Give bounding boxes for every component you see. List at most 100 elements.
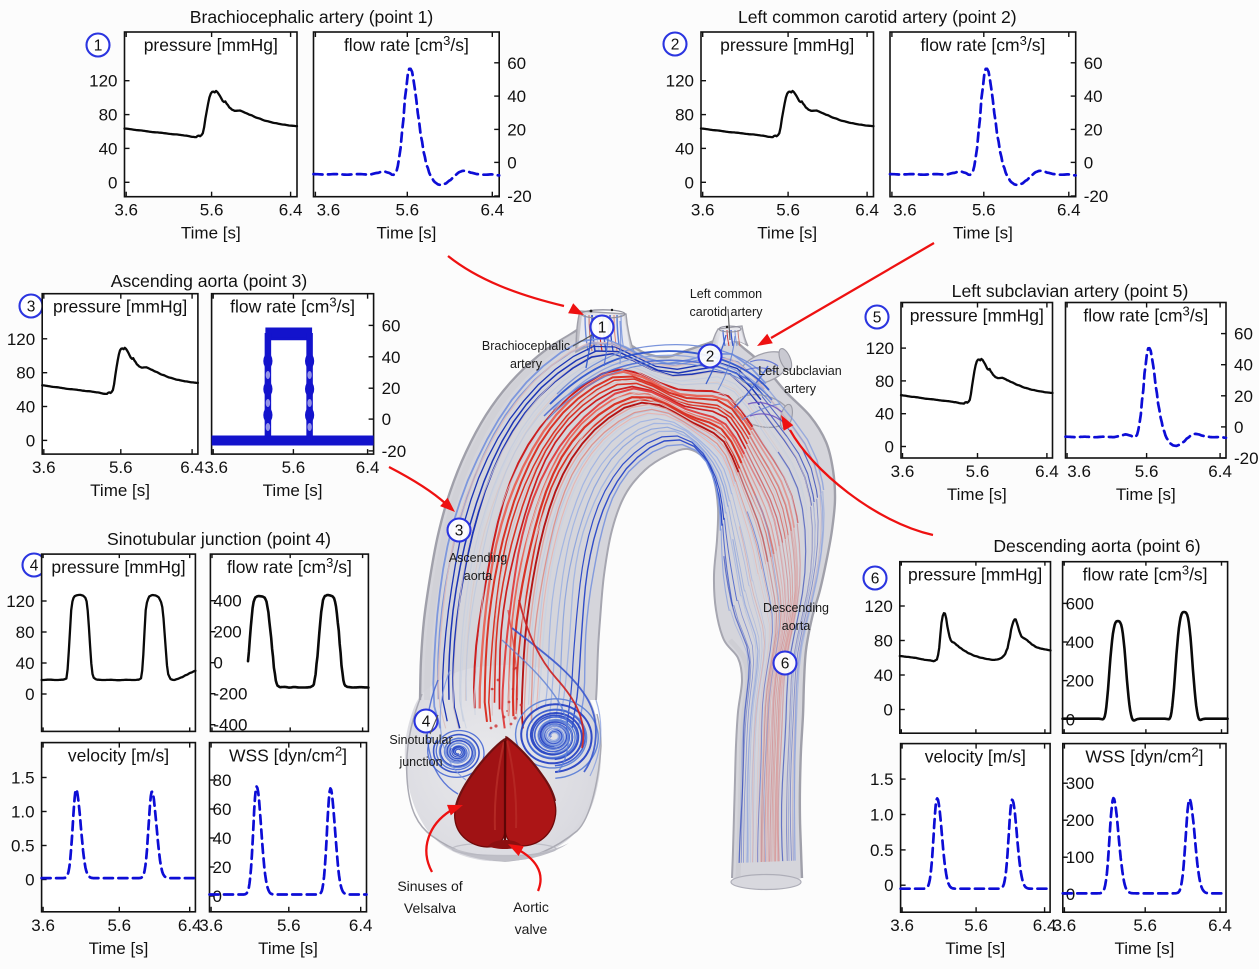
svg-text:Sinotubular: Sinotubular bbox=[389, 733, 452, 747]
svg-text:0: 0 bbox=[213, 887, 222, 906]
svg-text:60: 60 bbox=[1234, 325, 1253, 344]
svg-text:40: 40 bbox=[99, 139, 118, 158]
svg-text:0: 0 bbox=[1234, 418, 1243, 437]
svg-text:0.5: 0.5 bbox=[870, 841, 894, 860]
svg-text:3.6: 3.6 bbox=[317, 201, 341, 220]
svg-text:Velsalva: Velsalva bbox=[404, 900, 456, 916]
svg-text:0: 0 bbox=[685, 173, 694, 192]
svg-text:Brachiocephalic: Brachiocephalic bbox=[482, 339, 570, 353]
svg-text:40: 40 bbox=[1234, 356, 1253, 375]
svg-text:Time [s]: Time [s] bbox=[376, 224, 436, 243]
svg-text:0: 0 bbox=[507, 153, 516, 172]
svg-text:6.4: 6.4 bbox=[1035, 462, 1059, 481]
svg-text:pressure [mmHg]: pressure [mmHg] bbox=[720, 35, 854, 55]
svg-text:40: 40 bbox=[507, 87, 526, 106]
svg-text:1.5: 1.5 bbox=[11, 769, 35, 788]
svg-text:3.6: 3.6 bbox=[893, 201, 917, 220]
svg-text:Ascending: Ascending bbox=[449, 551, 507, 565]
svg-text:1.5: 1.5 bbox=[870, 770, 894, 789]
svg-text:1: 1 bbox=[598, 320, 607, 337]
svg-text:Sinuses of: Sinuses of bbox=[397, 878, 462, 894]
svg-text:20: 20 bbox=[382, 379, 401, 398]
svg-text:2: 2 bbox=[671, 37, 680, 54]
svg-text:junction: junction bbox=[398, 755, 442, 769]
svg-text:2: 2 bbox=[706, 349, 715, 366]
svg-text:6: 6 bbox=[781, 656, 790, 673]
svg-text:-200: -200 bbox=[213, 685, 247, 704]
svg-text:0: 0 bbox=[25, 871, 34, 890]
svg-text:Time [s]: Time [s] bbox=[263, 481, 323, 500]
svg-text:Time [s]: Time [s] bbox=[1114, 939, 1174, 958]
svg-text:5.6: 5.6 bbox=[776, 201, 800, 220]
svg-text:pressure [mmHg]: pressure [mmHg] bbox=[910, 306, 1044, 326]
svg-text:6.4: 6.4 bbox=[1057, 201, 1081, 220]
svg-text:1.0: 1.0 bbox=[11, 803, 35, 822]
svg-text:20: 20 bbox=[507, 120, 526, 139]
svg-text:3: 3 bbox=[455, 523, 464, 540]
svg-text:Time [s]: Time [s] bbox=[945, 939, 1005, 958]
svg-text:6.4: 6.4 bbox=[180, 458, 204, 477]
svg-text:3.6: 3.6 bbox=[199, 916, 223, 935]
svg-text:80: 80 bbox=[675, 106, 694, 125]
svg-text:Time [s]: Time [s] bbox=[1116, 485, 1176, 504]
svg-text:1.0: 1.0 bbox=[870, 806, 894, 825]
svg-text:80: 80 bbox=[875, 372, 894, 391]
svg-text:velocity [m/s]: velocity [m/s] bbox=[925, 747, 1026, 767]
svg-text:3.6: 3.6 bbox=[204, 458, 228, 477]
svg-text:20: 20 bbox=[213, 858, 232, 877]
svg-text:Time [s]: Time [s] bbox=[757, 224, 817, 243]
svg-text:pressure [mmHg]: pressure [mmHg] bbox=[908, 565, 1042, 585]
svg-text:6.4: 6.4 bbox=[178, 916, 202, 935]
svg-text:0: 0 bbox=[1084, 153, 1093, 172]
svg-text:3.6: 3.6 bbox=[1067, 462, 1091, 481]
svg-text:60: 60 bbox=[1084, 54, 1103, 73]
svg-text:0: 0 bbox=[884, 876, 893, 895]
svg-text:5.6: 5.6 bbox=[972, 201, 996, 220]
svg-text:6.4: 6.4 bbox=[279, 201, 303, 220]
svg-text:WSS [dyn/cm2]: WSS [dyn/cm2] bbox=[229, 744, 347, 766]
svg-text:Time [s]: Time [s] bbox=[947, 485, 1007, 504]
svg-text:aorta: aorta bbox=[782, 619, 811, 633]
svg-text:120: 120 bbox=[7, 330, 35, 349]
svg-text:6.4: 6.4 bbox=[1208, 462, 1232, 481]
svg-text:200: 200 bbox=[213, 623, 241, 642]
svg-text:Time [s]: Time [s] bbox=[953, 224, 1013, 243]
svg-text:artery: artery bbox=[784, 382, 817, 396]
svg-text:valve: valve bbox=[515, 921, 548, 937]
svg-text:Time [s]: Time [s] bbox=[181, 224, 241, 243]
svg-text:flow rate [cm3/s]: flow rate [cm3/s] bbox=[230, 295, 355, 317]
svg-text:3.6: 3.6 bbox=[890, 916, 914, 935]
svg-text:5.6: 5.6 bbox=[1133, 916, 1157, 935]
svg-text:60: 60 bbox=[213, 800, 232, 819]
svg-text:80: 80 bbox=[99, 106, 118, 125]
svg-text:-400: -400 bbox=[213, 716, 247, 735]
svg-text:0: 0 bbox=[883, 701, 892, 720]
svg-text:carotid artery: carotid artery bbox=[690, 305, 764, 319]
svg-text:40: 40 bbox=[382, 348, 401, 367]
svg-text:flow rate [cm3/s]: flow rate [cm3/s] bbox=[227, 555, 352, 577]
svg-text:5.6: 5.6 bbox=[282, 458, 306, 477]
svg-text:artery: artery bbox=[510, 357, 543, 371]
svg-text:3.6: 3.6 bbox=[891, 462, 915, 481]
svg-text:Descending: Descending bbox=[763, 601, 829, 615]
svg-text:60: 60 bbox=[507, 54, 526, 73]
svg-text:5.6: 5.6 bbox=[1135, 462, 1159, 481]
svg-text:6.4: 6.4 bbox=[480, 201, 504, 220]
svg-text:40: 40 bbox=[213, 829, 232, 848]
svg-text:-20: -20 bbox=[1234, 449, 1259, 468]
svg-text:0: 0 bbox=[25, 685, 34, 704]
svg-text:0: 0 bbox=[26, 431, 35, 450]
svg-text:Time [s]: Time [s] bbox=[90, 481, 150, 500]
svg-text:0: 0 bbox=[213, 654, 222, 673]
svg-text:5.6: 5.6 bbox=[966, 462, 990, 481]
svg-text:6.4: 6.4 bbox=[1208, 916, 1232, 935]
svg-text:400: 400 bbox=[213, 592, 241, 611]
svg-text:3.6: 3.6 bbox=[114, 201, 138, 220]
svg-text:Ascending aorta (point 3): Ascending aorta (point 3) bbox=[111, 271, 308, 291]
svg-text:flow rate [cm3/s]: flow rate [cm3/s] bbox=[920, 33, 1045, 55]
svg-text:0: 0 bbox=[382, 410, 391, 429]
svg-text:3.6: 3.6 bbox=[32, 458, 56, 477]
svg-text:5.6: 5.6 bbox=[200, 201, 224, 220]
svg-text:40: 40 bbox=[1084, 87, 1103, 106]
svg-text:20: 20 bbox=[1234, 387, 1253, 406]
